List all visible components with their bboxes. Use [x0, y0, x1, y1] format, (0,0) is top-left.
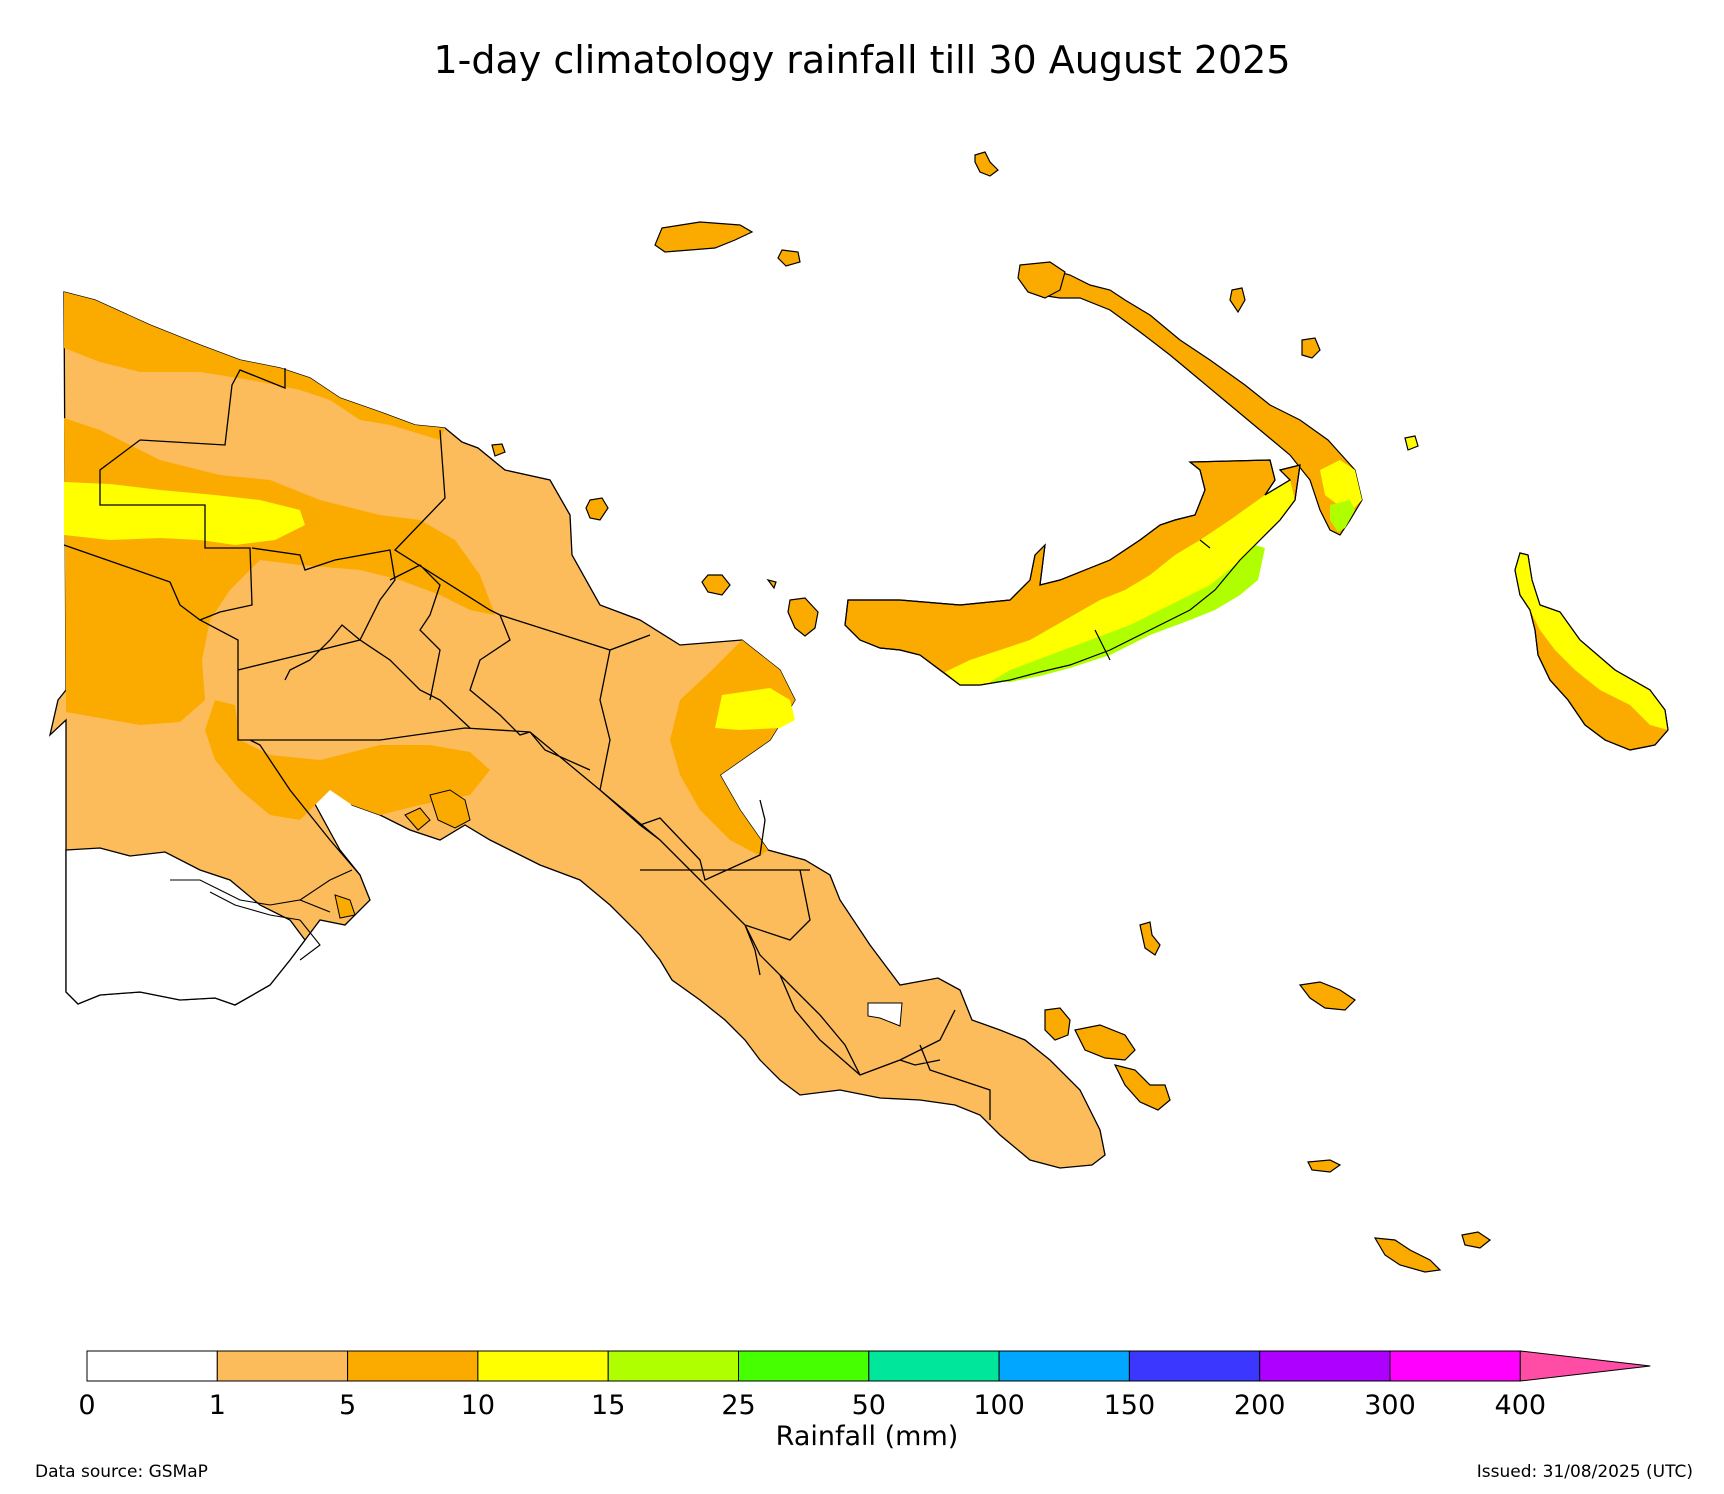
island-rossel [1461, 1231, 1492, 1249]
bougainville-10-15mm [1515, 553, 1668, 730]
colorbar-tick-label: 0 [78, 1390, 95, 1421]
mainland-10-15mm-east [715, 688, 795, 730]
island-feni [1404, 435, 1419, 451]
colorbar-bin-5-10 [347, 1350, 479, 1382]
island-tagula [1373, 1237, 1442, 1273]
map-title: 1-day climatology rainfall till 30 Augus… [433, 38, 1291, 82]
bougainville [1514, 552, 1669, 751]
colorbar-bin-200-300 [1259, 1350, 1391, 1382]
island-mussau [974, 151, 999, 177]
island-fergusson [1074, 1024, 1136, 1061]
colorbar-tick-label: 200 [1234, 1390, 1286, 1421]
mainland-10-15mm-west [64, 482, 305, 545]
data-source-note: Data source: GSMaP [35, 1462, 208, 1482]
province-boundaries [63, 368, 991, 1120]
island-umboi [787, 597, 819, 637]
colorbar-tick-label: 150 [1104, 1390, 1156, 1421]
fly-estuary [170, 869, 353, 961]
mainland-5-10mm-central [205, 700, 490, 820]
colorbar-extend-arrow [1519, 1350, 1651, 1382]
colorbar-bin-10-15 [477, 1350, 609, 1382]
colorbar-bin-15-25 [607, 1350, 740, 1382]
new-britain-outline [844, 459, 1301, 686]
mainland-0-1mm-south [65, 847, 306, 1006]
island-small-2 [766, 579, 777, 590]
new-ireland-10-15mm [1320, 460, 1362, 510]
colorbar-bin-1-5 [216, 1350, 349, 1382]
island-manus [654, 221, 754, 253]
colorbar-tick-label: 400 [1495, 1390, 1547, 1421]
island-lihir [1301, 337, 1321, 359]
island-trobriand [1139, 921, 1161, 956]
new-britain-15-25mm [990, 545, 1265, 682]
island-woodlark [1298, 981, 1356, 1011]
inland-white-patch [867, 1002, 903, 1027]
colorbar-tick-label: 100 [973, 1390, 1025, 1421]
island-newhanover [1017, 261, 1066, 299]
colorbar-bin-25-50 [738, 1350, 870, 1382]
south-coast-islets [334, 789, 471, 919]
colorbar-tick-label: 15 [591, 1390, 625, 1421]
colorbar-tick-label: 50 [852, 1390, 886, 1421]
island-longisland [701, 574, 731, 596]
new-britain [844, 459, 1301, 686]
island-goodenough [1044, 1007, 1071, 1041]
new-ireland [1017, 261, 1419, 536]
colorbar-tick-label: 10 [461, 1390, 495, 1421]
colorbar-bin-150-200 [1128, 1350, 1261, 1382]
colorbar-tick-label: 25 [721, 1390, 755, 1421]
mainland-5-10mm-north [64, 292, 445, 440]
colorbar-label: Rainfall (mm) [776, 1421, 959, 1452]
colorbar-bin-100-150 [998, 1350, 1130, 1382]
bougainville-outline [1514, 552, 1669, 751]
milne-bay-islands [1044, 921, 1492, 1273]
colorbar-bin-0-1 [86, 1350, 218, 1382]
island-misima [1307, 1159, 1342, 1173]
island-manus-east [777, 249, 801, 267]
rainfall-map [48, 151, 1669, 1273]
colorbar-bin-50-100 [868, 1350, 1000, 1382]
colorbar-tick-label: 300 [1364, 1390, 1416, 1421]
island-normanby [1113, 1064, 1171, 1111]
island-karkar [585, 497, 609, 521]
island-small-1 [491, 443, 506, 457]
colorbar-tick-label: 1 [209, 1390, 226, 1421]
mainland [48, 291, 1106, 1169]
colorbar-bin-300-400 [1389, 1350, 1521, 1382]
north-islands [491, 151, 999, 637]
issued-date: Issued: 31/08/2025 (UTC) [1476, 1462, 1693, 1482]
colorbar-tick-label: 5 [339, 1390, 356, 1421]
island-tabar [1229, 287, 1246, 314]
new-ireland-15-25mm [1330, 500, 1355, 532]
